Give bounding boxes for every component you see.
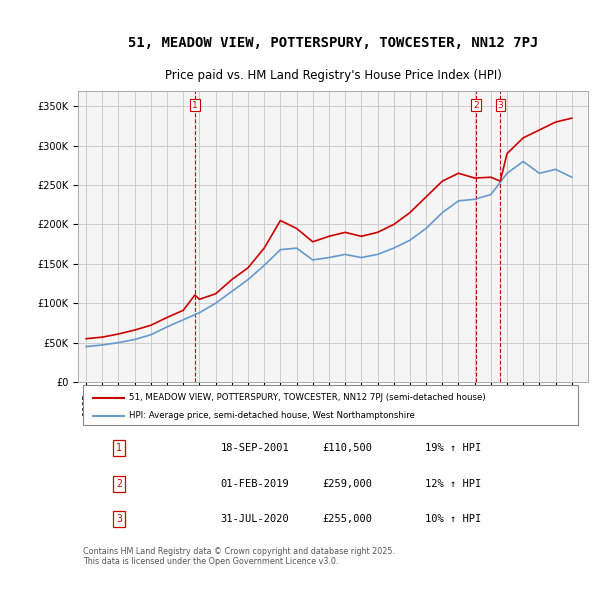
Text: 2: 2: [116, 479, 122, 489]
Text: 3: 3: [497, 101, 503, 110]
Text: 31-JUL-2020: 31-JUL-2020: [221, 514, 290, 524]
Text: £255,000: £255,000: [323, 514, 373, 524]
Text: HPI: Average price, semi-detached house, West Northamptonshire: HPI: Average price, semi-detached house,…: [129, 411, 415, 420]
Text: 51, MEADOW VIEW, POTTERSPURY, TOWCESTER, NN12 7PJ: 51, MEADOW VIEW, POTTERSPURY, TOWCESTER,…: [128, 36, 538, 50]
Text: 18-SEP-2001: 18-SEP-2001: [221, 443, 290, 453]
Text: 3: 3: [116, 514, 122, 524]
Text: Price paid vs. HM Land Registry's House Price Index (HPI): Price paid vs. HM Land Registry's House …: [164, 68, 502, 81]
Text: £110,500: £110,500: [323, 443, 373, 453]
Text: 12% ↑ HPI: 12% ↑ HPI: [425, 479, 481, 489]
Text: 19% ↑ HPI: 19% ↑ HPI: [425, 443, 481, 453]
Text: Contains HM Land Registry data © Crown copyright and database right 2025.
This d: Contains HM Land Registry data © Crown c…: [83, 547, 395, 566]
Text: 01-FEB-2019: 01-FEB-2019: [221, 479, 290, 489]
Text: 1: 1: [192, 101, 198, 110]
FancyBboxPatch shape: [83, 385, 578, 425]
Text: 10% ↑ HPI: 10% ↑ HPI: [425, 514, 481, 524]
Text: 2: 2: [473, 101, 479, 110]
Text: 1: 1: [116, 443, 122, 453]
Text: 51, MEADOW VIEW, POTTERSPURY, TOWCESTER, NN12 7PJ (semi-detached house): 51, MEADOW VIEW, POTTERSPURY, TOWCESTER,…: [129, 393, 485, 402]
Text: £259,000: £259,000: [323, 479, 373, 489]
